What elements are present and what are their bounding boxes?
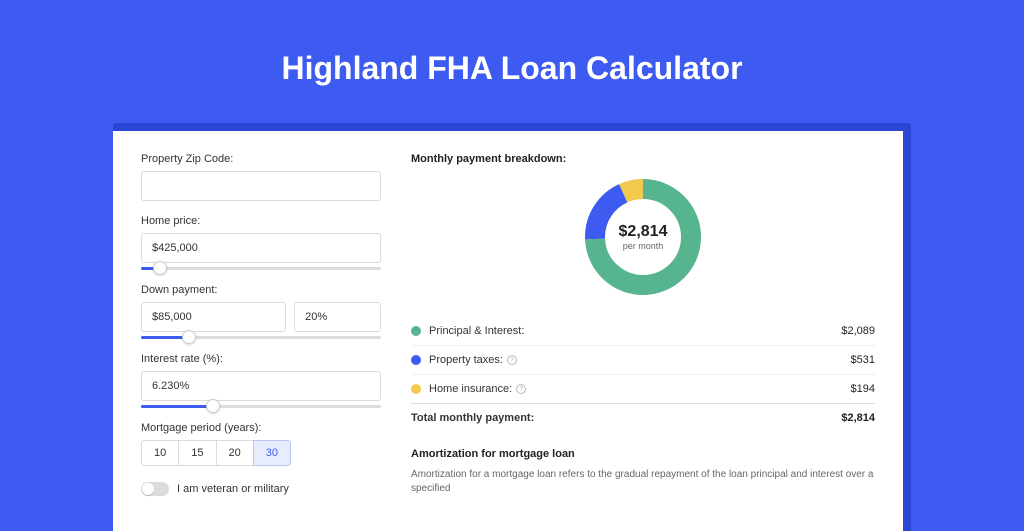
legend-dot [411, 326, 421, 336]
breakdown-label: Principal & Interest: [429, 325, 841, 337]
amortization-section: Amortization for mortgage loan Amortizat… [411, 448, 875, 496]
input-zip[interactable] [141, 171, 381, 201]
field-zip: Property Zip Code: [141, 153, 381, 201]
label-zip: Property Zip Code: [141, 153, 381, 165]
donut-value: $2,814 [619, 223, 668, 241]
card-shadow: Property Zip Code: Home price: Down paym… [113, 123, 911, 531]
period-btn-20[interactable]: 20 [216, 440, 254, 466]
breakdown-row: Home insurance:?$194 [411, 374, 875, 403]
period-btn-15[interactable]: 15 [178, 440, 216, 466]
field-veteran: I am veteran or military [141, 482, 381, 496]
legend-dot [411, 384, 421, 394]
amortization-title: Amortization for mortgage loan [411, 448, 875, 460]
breakdown-value: $2,089 [841, 325, 875, 337]
breakdown-column: Monthly payment breakdown: $2,814 per mo… [411, 153, 875, 531]
label-period: Mortgage period (years): [141, 422, 381, 434]
donut-wrap: $2,814 per month [411, 177, 875, 297]
field-interest: Interest rate (%): [141, 353, 381, 408]
donut-sub: per month [623, 241, 664, 251]
amortization-text: Amortization for a mortgage loan refers … [411, 468, 875, 496]
slider-interest[interactable] [141, 405, 381, 408]
slider-home-price[interactable] [141, 267, 381, 270]
field-down-payment: Down payment: [141, 284, 381, 339]
slider-fill [141, 405, 213, 408]
breakdown-row: Property taxes:?$531 [411, 345, 875, 374]
input-down-payment-amount[interactable] [141, 302, 286, 332]
breakdown-row: Principal & Interest:$2,089 [411, 317, 875, 345]
info-icon[interactable]: ? [507, 355, 517, 365]
label-down-payment: Down payment: [141, 284, 381, 296]
input-home-price[interactable] [141, 233, 381, 263]
period-button-group: 10152030 [141, 440, 381, 466]
breakdown-title: Monthly payment breakdown: [411, 153, 875, 165]
label-interest: Interest rate (%): [141, 353, 381, 365]
donut-center: $2,814 per month [583, 177, 703, 297]
slider-down-payment[interactable] [141, 336, 381, 339]
page-title: Highland FHA Loan Calculator [281, 50, 742, 87]
info-icon[interactable]: ? [516, 384, 526, 394]
page-outer: Highland FHA Loan Calculator Property Zi… [0, 0, 1024, 512]
slider-thumb[interactable] [153, 261, 167, 275]
slider-thumb[interactable] [206, 399, 220, 413]
legend-dot [411, 355, 421, 365]
breakdown-total-row: Total monthly payment: $2,814 [411, 403, 875, 432]
breakdown-label: Home insurance:? [429, 383, 851, 395]
total-label: Total monthly payment: [411, 412, 841, 424]
breakdown-rows: Principal & Interest:$2,089Property taxe… [411, 317, 875, 403]
calculator-card: Property Zip Code: Home price: Down paym… [113, 131, 903, 531]
total-value: $2,814 [841, 412, 875, 424]
donut-chart: $2,814 per month [583, 177, 703, 297]
breakdown-value: $531 [851, 354, 875, 366]
toggle-veteran[interactable] [141, 482, 169, 496]
label-veteran: I am veteran or military [177, 483, 289, 495]
period-btn-10[interactable]: 10 [141, 440, 179, 466]
slider-thumb[interactable] [182, 330, 196, 344]
period-btn-30[interactable]: 30 [253, 440, 291, 466]
form-column: Property Zip Code: Home price: Down paym… [141, 153, 381, 531]
field-period: Mortgage period (years): 10152030 [141, 422, 381, 466]
breakdown-value: $194 [851, 383, 875, 395]
toggle-knob [142, 483, 154, 495]
breakdown-label: Property taxes:? [429, 354, 851, 366]
label-home-price: Home price: [141, 215, 381, 227]
field-home-price: Home price: [141, 215, 381, 270]
input-interest[interactable] [141, 371, 381, 401]
input-down-payment-pct[interactable] [294, 302, 381, 332]
